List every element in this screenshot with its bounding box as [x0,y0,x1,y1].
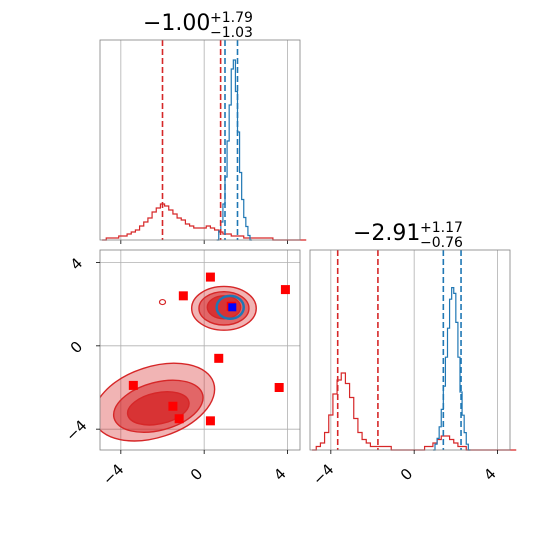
p1-hist-red [102,203,307,241]
joint-xtick-label-0: −4 [99,460,127,488]
marginal-p2-title: −2.91 [353,221,420,246]
marginal-p1-title-value: −1.00 [143,11,210,36]
joint-marker-red-8 [205,416,215,426]
joint-marker-red-4 [128,380,138,390]
joint-marker-red-5 [274,383,284,392]
marginal-p2-panel: −2.91 +1.17 −0.76 −4 0 4 [309,220,517,489]
marginal-p1-title-sub: −1.03 [210,25,253,41]
joint-contour-red-small [158,298,167,306]
marginal-p1-frame [99,39,301,241]
p2-xtick-label-2: 4 [480,465,499,484]
joint-marker-red-1 [178,291,188,301]
joint-ytick-label-0: −4 [62,416,90,444]
marginal-p2-title-sub: −0.76 [420,235,463,251]
joint-marker-red-2 [280,285,290,295]
joint-ytick-label-2: 4 [67,254,86,273]
p2-xtick-label-1: 0 [397,465,416,484]
joint-panel: −4 0 4 −4 0 4 [62,249,301,489]
joint-marker-red-3 [214,353,224,363]
joint-marker-red-7 [174,414,184,424]
joint-ytick-label-1: 0 [67,338,86,357]
joint-xtick-label-2: 4 [270,465,289,484]
marginal-p1-title: −1.00 [143,11,210,36]
joint-frame [99,249,301,451]
joint-xtick-label-1: 0 [187,465,206,484]
joint-marker-red-0 [205,272,215,282]
joint-marker-red-6 [168,401,178,411]
marginal-p1-panel: −1.00 +1.79 −1.03 [99,10,307,244]
joint-marker-blue-0 [228,303,237,312]
marginal-p2-title-value: −2.91 [353,221,420,246]
p2-xtick-label-0: −4 [309,460,337,488]
marginal-p1-title-sup: +1.79 [210,10,253,26]
marginal-p2-frame [309,249,511,451]
p1-hist-blue [216,59,253,241]
joint-contour-red-2 [126,391,190,426]
p2-hist-blue [432,287,471,451]
joint-contour-blue [215,294,245,320]
marginal-p2-title-sup: +1.17 [420,220,463,236]
